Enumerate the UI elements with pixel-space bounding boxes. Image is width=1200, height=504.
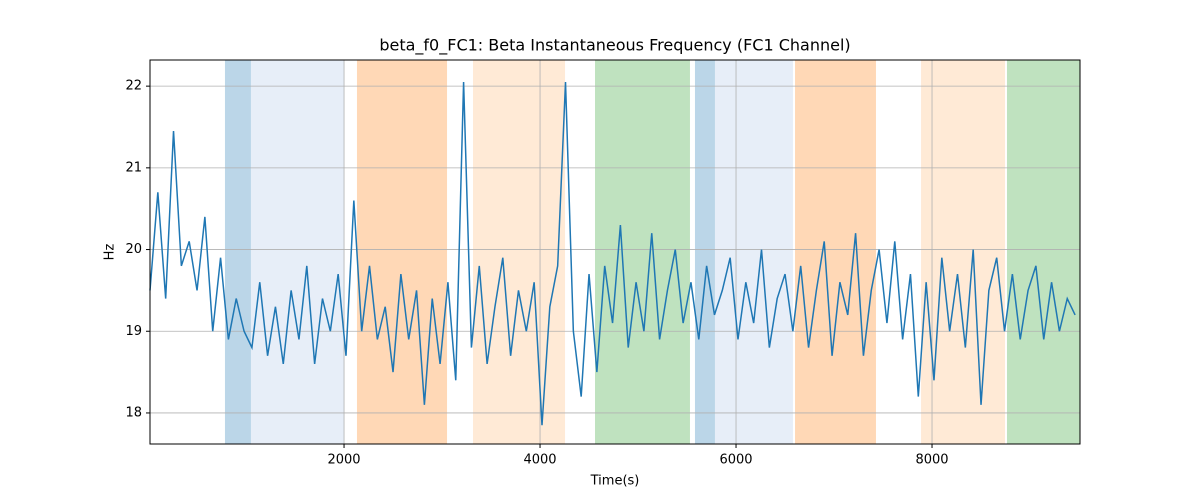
shaded-span: [795, 60, 876, 444]
x-axis-label: Time(s): [590, 474, 640, 489]
shaded-span: [921, 60, 1006, 444]
shaded-span: [714, 60, 793, 444]
x-tick-label: 6000: [719, 453, 752, 468]
y-axis-label: Hz: [103, 244, 118, 261]
y-tick-label: 21: [125, 160, 142, 175]
shaded-span: [356, 60, 448, 444]
y-tick-label: 18: [125, 405, 142, 420]
shaded-span: [1006, 60, 1080, 444]
shaded-span: [473, 60, 566, 444]
y-tick-label: 19: [125, 324, 142, 339]
data-line: [149, 82, 1076, 426]
x-tick-label: 8000: [915, 453, 948, 468]
x-tick-label: 4000: [523, 453, 556, 468]
x-tick-label: 2000: [327, 453, 360, 468]
shaded-span: [694, 60, 715, 444]
shaded-span: [250, 60, 345, 444]
chart-title: beta_f0_FC1: Beta Instantaneous Frequenc…: [379, 36, 850, 56]
shaded-span: [224, 60, 251, 444]
plot-frame: [149, 59, 1081, 445]
y-tick-label: 22: [125, 79, 142, 94]
y-tick-label: 20: [125, 242, 142, 257]
